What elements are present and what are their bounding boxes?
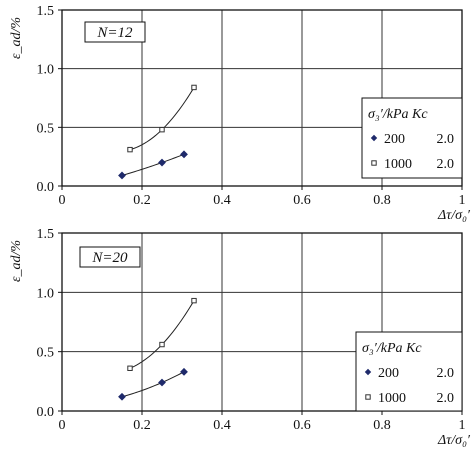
panel2-panel-label-box (79, 246, 141, 268)
panel1-y-tick-label: 0.0 (37, 180, 55, 195)
panel1-diamond-point (158, 158, 166, 167)
panel1-x-tick-label: 1 (459, 193, 466, 208)
panel2-legend-box (355, 331, 463, 412)
panel1-square-point (127, 146, 133, 153)
panel2-x-tick-label: 1 (459, 418, 466, 433)
panel2-diamond-point (118, 392, 126, 401)
panel2-x-tick-label: 0.6 (293, 418, 311, 433)
panel2-y-tick-label: 0.5 (37, 346, 55, 361)
panel2-legend-kc-1000: 2.0 (437, 391, 455, 406)
panel1-x-axis-label: Δτ/σ₀′ (437, 208, 471, 223)
panel1-legend-kc-200: 2.0 (437, 132, 455, 147)
panel2-legend-sigma-200: 200 (378, 366, 399, 381)
panel2-y-tick-label: 0.0 (37, 405, 55, 420)
panel1-y-tick-label: 1.0 (37, 63, 55, 78)
panel1-legend-box (361, 97, 463, 179)
panel2-y-tick-label: 1.0 (37, 286, 55, 301)
panel2-square-point (191, 297, 197, 304)
panel1-series1-fit-line (121, 153, 185, 176)
panel2-x-tick-label: 0 (59, 418, 66, 433)
panel1-x-tick-label: 0.4 (213, 193, 231, 208)
panel1-diamond-point (118, 171, 126, 180)
panel2-legend-square-marker (365, 394, 371, 400)
panel2-y-tick-label: 1.5 (37, 227, 55, 242)
panel1-square-point (191, 84, 197, 91)
panel2-x-tick-label: 0.2 (133, 418, 151, 433)
panel1-panel-label: N=12 (96, 25, 133, 41)
panel1-legend-kc-1000: 2.0 (437, 157, 455, 172)
panel1-legend-diamond-marker (370, 134, 378, 142)
panel2-square-point (127, 365, 133, 371)
panel2-legend-sigma-1000: 1000 (378, 391, 406, 406)
panel1-diamond-point (180, 150, 188, 159)
panel1-x-tick-label: 0.8 (373, 193, 391, 208)
panel2-x-tick-label: 0.8 (373, 418, 391, 433)
panel1-series2-fit-line (129, 87, 195, 151)
panel1-y-tick-label: 1.5 (37, 4, 55, 19)
panel2-series1-fit-line (121, 371, 185, 398)
panel2-plot-frame (61, 232, 463, 412)
panel1-legend-square-marker (371, 160, 377, 166)
panel2-panel-label: N=20 (91, 250, 128, 266)
panel2-legend-header: σ₃′/kPa Kc (362, 341, 422, 356)
panel1-legend-sigma-1000: 1000 (384, 157, 412, 172)
panel1-legend-header: σ₃′/kPa Kc (368, 107, 428, 122)
panel2-x-axis-label: Δτ/σ₀′ (437, 433, 471, 448)
panel2-diamond-point (180, 367, 188, 376)
panel1-x-tick-label: 0 (59, 193, 66, 208)
panel2-series2-fit-line (129, 300, 195, 369)
panel2-legend-diamond-marker (364, 368, 372, 376)
panel1-square-point (159, 126, 165, 133)
panel2-legend-kc-200: 2.0 (437, 366, 455, 381)
panel1-y-axis-label: ε_ad/% (9, 17, 24, 59)
panel2-y-axis-label: ε_ad/% (9, 240, 24, 282)
panel1-x-tick-label: 0.6 (293, 193, 311, 208)
panel2-diamond-point (158, 378, 166, 387)
panel2-x-tick-label: 0.4 (213, 418, 231, 433)
panel1-panel-label-box (84, 21, 146, 43)
panel1-legend-sigma-200: 200 (384, 132, 405, 147)
panel2-square-point (159, 341, 165, 348)
panel1-y-tick-label: 0.5 (37, 121, 55, 136)
panel1-x-tick-label: 0.2 (133, 193, 151, 208)
